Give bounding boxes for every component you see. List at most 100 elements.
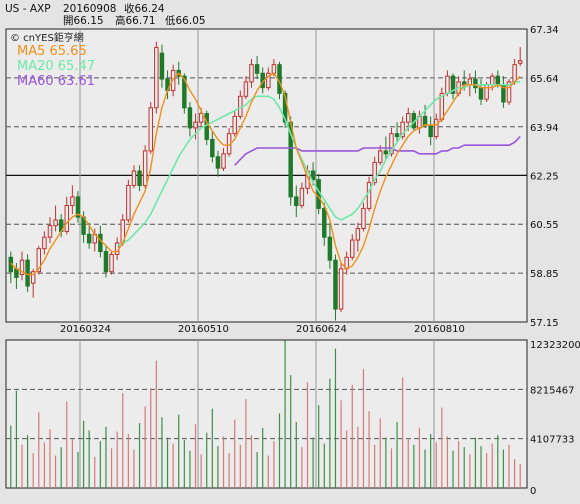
candlestick bbox=[19, 251, 25, 281]
candlestick bbox=[98, 225, 103, 258]
candlestick bbox=[327, 222, 333, 269]
x-tick-label: 20160510 bbox=[178, 324, 229, 335]
candle-body bbox=[98, 233, 103, 253]
candle-body bbox=[378, 150, 383, 163]
candle-body bbox=[210, 138, 215, 158]
candlestick bbox=[473, 70, 478, 94]
x-tick-label: 20160624 bbox=[296, 324, 347, 335]
candle-body bbox=[400, 121, 405, 138]
candle-body bbox=[198, 113, 204, 123]
candle-body bbox=[473, 78, 478, 89]
candle-body bbox=[517, 60, 523, 64]
price-y-tick-label: 60.55 bbox=[530, 220, 559, 231]
candle-body bbox=[338, 268, 344, 310]
candlestick bbox=[221, 148, 226, 172]
candle-body bbox=[294, 196, 299, 207]
candle-body bbox=[361, 207, 366, 230]
x-tick-label: 20160324 bbox=[60, 324, 111, 335]
date-label: 20160908 bbox=[63, 3, 116, 15]
candlestick bbox=[159, 44, 165, 88]
volume-bars bbox=[10, 340, 521, 488]
symbol-label: US - AXP bbox=[5, 3, 51, 15]
candlestick bbox=[42, 231, 47, 255]
candle-body bbox=[182, 75, 187, 109]
candlestick bbox=[154, 41, 159, 114]
candle-body bbox=[126, 184, 131, 221]
candle-body bbox=[193, 121, 198, 129]
candle-body bbox=[450, 75, 456, 94]
candlestick bbox=[517, 47, 523, 67]
candle-body bbox=[42, 236, 47, 250]
candlestick bbox=[103, 245, 109, 278]
candlestick bbox=[322, 202, 327, 246]
candlesticks bbox=[8, 41, 523, 321]
x-ticks: 20160324 20160510 20160624 20160810 bbox=[60, 324, 465, 335]
legend-item: MA60 63.61 bbox=[17, 74, 95, 89]
candle-body bbox=[506, 81, 512, 103]
header: US - AXP 20160908 收66.24 開66.15 高66.71 低… bbox=[5, 2, 206, 27]
candlestick bbox=[394, 122, 400, 143]
close-label: 收66.24 bbox=[124, 2, 165, 15]
candle-body bbox=[19, 259, 25, 276]
volume-y-ticks: 12323200 8215467 4107733 0 bbox=[530, 340, 580, 497]
candle-body bbox=[327, 236, 333, 261]
candlestick bbox=[70, 185, 75, 215]
candle-body bbox=[467, 78, 473, 86]
candle-body bbox=[109, 253, 114, 273]
candle-body bbox=[215, 156, 221, 169]
candle-body bbox=[232, 115, 237, 135]
candle-body bbox=[333, 259, 338, 310]
candlestick bbox=[243, 76, 249, 100]
candle-body bbox=[243, 81, 249, 97]
candle-body bbox=[299, 187, 305, 207]
moving-average-lines bbox=[10, 72, 521, 276]
price-y-tick-label: 63.94 bbox=[530, 123, 559, 134]
volume-panel bbox=[5, 339, 528, 489]
candle-body bbox=[137, 170, 142, 186]
candlestick bbox=[64, 196, 70, 235]
candle-body bbox=[47, 225, 53, 238]
candlestick bbox=[400, 116, 405, 140]
candle-body bbox=[154, 46, 159, 109]
candle-body bbox=[389, 133, 394, 155]
candlestick bbox=[53, 205, 58, 232]
candle-body bbox=[30, 271, 36, 284]
candlestick bbox=[75, 191, 81, 223]
candle-body bbox=[445, 75, 450, 94]
candle-body bbox=[64, 205, 70, 232]
candlestick bbox=[266, 67, 271, 91]
candlestick bbox=[137, 165, 142, 192]
candlestick bbox=[350, 234, 355, 261]
candle-body bbox=[428, 124, 433, 138]
volume-grid bbox=[6, 388, 527, 440]
candlestick bbox=[30, 268, 36, 298]
candle-body bbox=[25, 259, 30, 287]
candlestick bbox=[109, 251, 114, 275]
candlestick bbox=[361, 202, 366, 232]
price-y-tick-label: 57.15 bbox=[530, 318, 559, 329]
candlestick bbox=[131, 165, 137, 189]
candlestick bbox=[338, 263, 344, 312]
ma20-line bbox=[116, 81, 521, 247]
candlestick bbox=[148, 102, 153, 154]
low-label: 低66.05 bbox=[165, 14, 206, 27]
candlestick bbox=[294, 185, 299, 218]
open-label: 開66.15 bbox=[63, 15, 104, 27]
price-y-tick-label: 67.34 bbox=[530, 25, 559, 36]
candle-body bbox=[366, 182, 372, 209]
candle-body bbox=[394, 133, 400, 138]
price-y-tick-label: 62.25 bbox=[530, 171, 559, 182]
high-label: 高66.71 bbox=[115, 14, 156, 27]
candle-body bbox=[310, 170, 316, 181]
candle-body bbox=[131, 170, 137, 186]
candlestick bbox=[232, 110, 237, 137]
candle-body bbox=[187, 107, 193, 129]
candle-body bbox=[159, 52, 165, 80]
candlestick bbox=[142, 145, 148, 189]
candle-body bbox=[484, 84, 489, 100]
candle-body bbox=[86, 233, 92, 244]
candlestick bbox=[210, 130, 215, 163]
price-grid bbox=[6, 29, 527, 488]
candlestick bbox=[193, 113, 198, 140]
